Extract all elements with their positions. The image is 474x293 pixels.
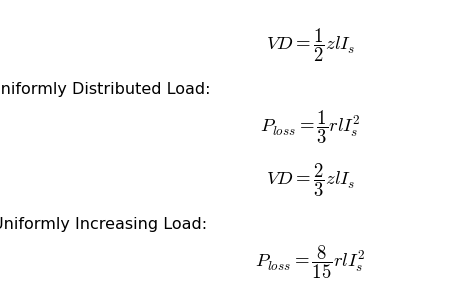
Text: $\mathit{VD} = \dfrac{2}{3}z l I_s$: $\mathit{VD} = \dfrac{2}{3}z l I_s$ — [266, 161, 355, 199]
Text: Uniformly Increasing Load:: Uniformly Increasing Load: — [0, 217, 207, 232]
Text: $P_{\mathit{loss}} = \dfrac{8}{15}r l I_s^2$: $P_{\mathit{loss}} = \dfrac{8}{15}r l I_… — [255, 243, 365, 281]
Text: Uniformly Distributed Load:: Uniformly Distributed Load: — [0, 82, 210, 97]
Text: $\mathit{VD} = \dfrac{1}{2}z l I_s$: $\mathit{VD} = \dfrac{1}{2}z l I_s$ — [266, 26, 355, 64]
Text: $P_{\mathit{loss}} = \dfrac{1}{3}r l I_s^2$: $P_{\mathit{loss}} = \dfrac{1}{3}r l I_s… — [260, 108, 361, 146]
